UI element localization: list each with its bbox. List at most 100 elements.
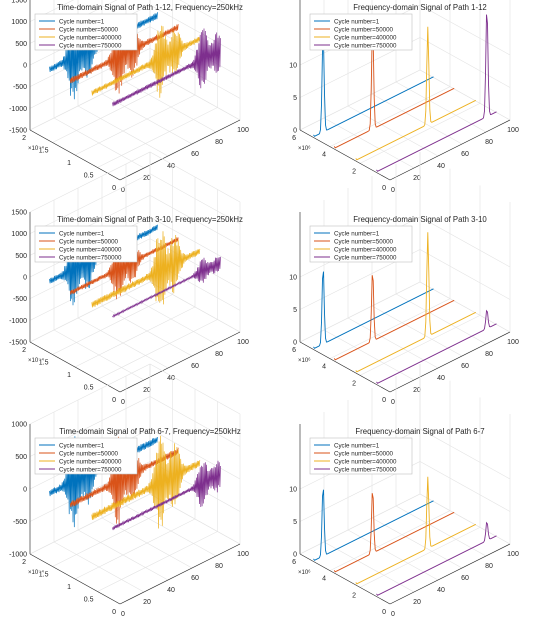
z-tick-label: 5 <box>293 307 297 314</box>
grid-line-y <box>299 364 421 555</box>
y-tick-label: 1.5 <box>39 572 49 579</box>
x-tick-label: 40 <box>167 375 175 382</box>
y-tick-label: 1.5 <box>39 148 49 155</box>
grid-line-y <box>29 152 151 343</box>
z-tick-label: 10 <box>289 487 297 494</box>
y-axis <box>299 129 391 181</box>
series-3 <box>91 231 201 308</box>
y-tick-label: 0 <box>382 185 386 192</box>
y-axis <box>29 129 121 181</box>
y-tick-label: 2 <box>352 380 356 387</box>
series-line <box>355 476 477 585</box>
grid-line-x <box>371 176 463 357</box>
grid-line-y <box>52 0 173 143</box>
legend-label: Cycle number=750000 <box>334 43 397 50</box>
x-tick-label: 80 <box>215 351 223 358</box>
legend-label: Cycle number=50000 <box>334 27 394 34</box>
z-tick-label: 500 <box>15 454 27 461</box>
z-tick-label: -1000 <box>9 106 27 113</box>
chart-title: Time-domain Signal of Path 1-12, Frequen… <box>57 3 243 12</box>
grid-line-y <box>119 202 241 393</box>
grid <box>299 152 511 393</box>
y-exponent-label: ×10⁶ <box>298 145 311 152</box>
x-tick-label: 0 <box>391 187 395 194</box>
legend-box <box>34 437 138 475</box>
grid-line-y <box>74 177 196 368</box>
grid <box>29 151 241 393</box>
y-tick-label: 4 <box>322 364 326 371</box>
y-exponent-label: ×10⁶ <box>298 357 311 364</box>
legend-label: Cycle number=50000 <box>334 239 394 246</box>
z-tick-label: 0 <box>23 487 27 494</box>
x-tick-label: 60 <box>461 575 469 582</box>
legend-label: Cycle number=1 <box>59 231 105 238</box>
x-tick-label: 60 <box>191 363 199 370</box>
z-tick-label: 0 <box>23 275 27 282</box>
legend-label: Cycle number=50000 <box>59 27 119 34</box>
x-tick-label: 80 <box>485 563 493 570</box>
x-tick-label: 100 <box>507 551 519 558</box>
grid-line-z <box>29 493 241 555</box>
y-tick-label: 0.5 <box>84 597 94 604</box>
legend-label: Cycle number=750000 <box>59 467 122 474</box>
series-line <box>376 309 497 384</box>
legend-label: Cycle number=1 <box>334 443 380 450</box>
x-tick-label: 20 <box>143 387 151 394</box>
series-4 <box>376 14 497 172</box>
grid-line-z <box>29 69 241 131</box>
chart-title: Time-domain Signal of Path 6-7, Frequenc… <box>59 427 241 436</box>
z-tick-label: 5 <box>293 519 297 526</box>
z-tick-label: -500 <box>13 519 27 526</box>
legend-label: Cycle number=50000 <box>334 451 394 458</box>
x-tick-label: 100 <box>237 339 249 346</box>
y-tick-label: 1.5 <box>39 360 49 367</box>
legend-label: Cycle number=400000 <box>334 247 397 254</box>
axes <box>299 212 511 393</box>
x-tick-label: 20 <box>143 175 151 182</box>
series-line <box>112 28 221 107</box>
chart-panel-5: 02040608010000.511.52×10⁻⁴-1000-50005001… <box>9 363 249 618</box>
legend-label: Cycle number=50000 <box>59 239 119 246</box>
series-line <box>91 231 201 308</box>
series-line <box>313 41 434 137</box>
z-tick-label: 5 <box>293 95 297 102</box>
grid-line-x <box>419 0 511 121</box>
z-tick-label: 500 <box>15 41 27 48</box>
axes <box>29 424 241 605</box>
y-tick-label: 1 <box>67 372 71 379</box>
z-tick-label: 500 <box>15 253 27 260</box>
series-2 <box>333 275 455 361</box>
series-line <box>355 26 477 161</box>
x-tick-label: 0 <box>391 611 395 618</box>
grid-line-y <box>359 397 481 588</box>
x-axis <box>389 331 511 393</box>
legend-label: Cycle number=50000 <box>59 451 119 458</box>
x-tick-label: 100 <box>237 127 249 134</box>
y-axis <box>299 341 391 393</box>
grid-line-y <box>29 0 151 131</box>
z-tick-label: 10 <box>289 275 297 282</box>
axes <box>29 0 241 181</box>
x-tick-label: 20 <box>143 599 151 606</box>
z-tick-label: -500 <box>13 84 27 91</box>
series-4 <box>112 460 221 531</box>
grid-line-z <box>29 363 241 425</box>
grid-line-y <box>299 0 421 131</box>
series-3 <box>91 25 201 98</box>
y-axis <box>29 341 121 393</box>
series-line <box>91 435 201 529</box>
grid-line-y <box>97 0 218 168</box>
series-line <box>333 275 455 361</box>
grid-line-y <box>299 152 421 343</box>
z-tick-label: 1500 <box>11 210 27 217</box>
x-tick-label: 20 <box>413 387 421 394</box>
x-tick-label: 0 <box>391 399 395 406</box>
y-tick-label: 0 <box>112 609 116 616</box>
axes <box>299 0 511 181</box>
y-exponent-label: ×10⁻⁴ <box>28 357 44 364</box>
series-line <box>376 14 497 172</box>
y-tick-label: 4 <box>322 576 326 583</box>
z-tick-label: 1000 <box>11 231 27 238</box>
